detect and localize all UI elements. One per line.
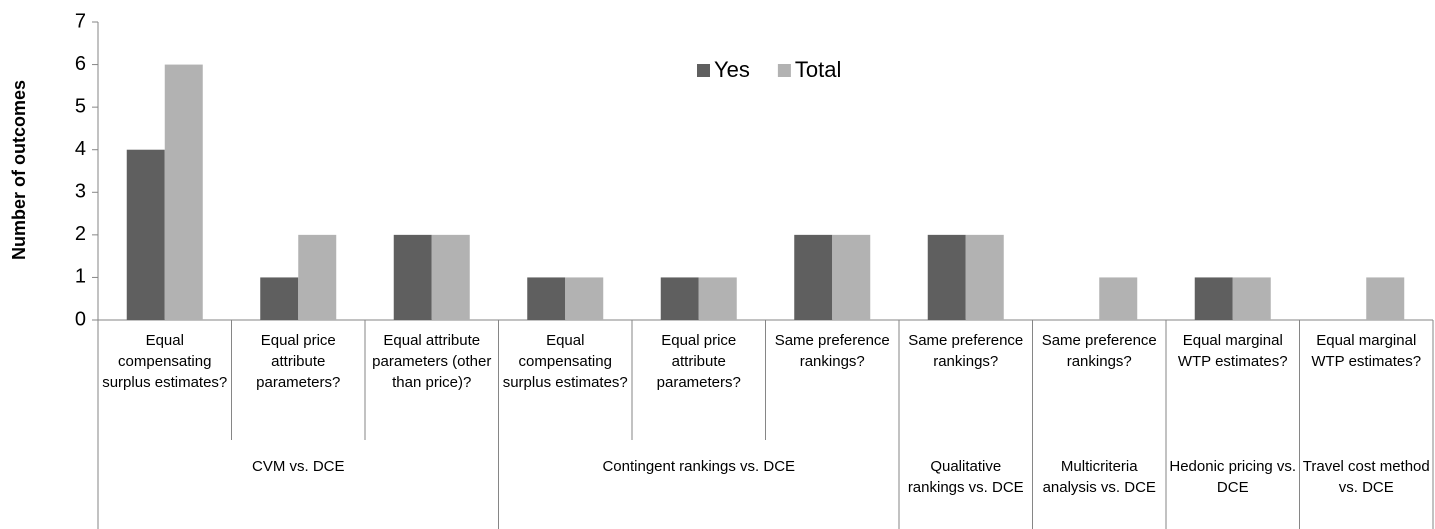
group-label: Hedonic pricing vs. DCE (1169, 458, 1297, 496)
y-tick-label: 1 (75, 266, 86, 288)
bar (260, 277, 299, 320)
bar (832, 234, 871, 320)
group-label: CVM vs. DCE (251, 458, 345, 475)
x-tick-label: Same preference rankings? (774, 332, 890, 370)
bar (393, 234, 432, 320)
y-tick-label: 7 (75, 10, 86, 32)
x-tick-label: Equal price attribute parameters? (256, 332, 341, 391)
legend-label: Yes (714, 57, 750, 82)
y-tick-label: 5 (75, 95, 86, 117)
group-label: Travel cost method vs. DCE (1302, 458, 1430, 496)
bar (927, 234, 966, 320)
bar (565, 277, 604, 320)
bar (164, 64, 203, 320)
x-tick-label: Equal compensating surplus estimates? (102, 332, 228, 391)
y-axis-title: Number of outcomes (9, 80, 29, 260)
y-tick-label: 6 (75, 53, 86, 75)
x-tick-label: Equal marginal WTP estimates? (1311, 332, 1422, 370)
bar (431, 234, 470, 320)
bar (527, 277, 566, 320)
legend-swatch (777, 64, 791, 77)
legend-swatch (697, 64, 710, 77)
x-tick-label: Equal marginal WTP estimates? (1177, 332, 1288, 370)
bar (298, 234, 337, 320)
x-tick-label: Equal compensating surplus estimates? (502, 332, 628, 391)
y-tick-label: 4 (75, 138, 86, 160)
x-tick-label: Same preference rankings? (908, 332, 1024, 370)
group-label: Contingent rankings vs. DCE (602, 458, 796, 475)
bar (660, 277, 699, 320)
bar (1232, 277, 1271, 320)
x-tick-label: Equal price attribute parameters? (656, 332, 741, 391)
bar (1194, 277, 1233, 320)
y-tick-label: 0 (75, 308, 86, 330)
bar (965, 234, 1004, 320)
legend-label: Total (795, 57, 841, 82)
bar (698, 277, 737, 320)
y-tick-label: 3 (75, 181, 86, 203)
bar (126, 149, 165, 320)
y-tick-label: 2 (75, 223, 86, 245)
group-label: Qualitative rankings vs. DCE (907, 458, 1024, 496)
x-tick-label: Same preference rankings? (1041, 332, 1157, 370)
x-tick-label: Equal attribute parameters (other than p… (372, 332, 492, 391)
bar (794, 234, 833, 320)
bar (1099, 277, 1138, 320)
bar (1366, 277, 1405, 320)
group-label: Multicriteria analysis vs. DCE (1042, 458, 1156, 496)
